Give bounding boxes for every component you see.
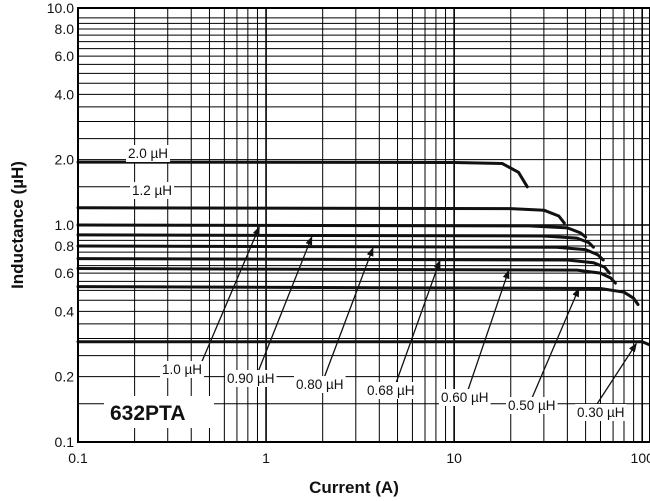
y-tick-label: 0.4 — [55, 303, 75, 319]
series-label-bg — [225, 370, 277, 387]
y-tick-label: 10.0 — [47, 0, 74, 16]
series-curve — [76, 206, 566, 225]
series-leader-arrow — [395, 259, 441, 384]
part-number-bg — [104, 396, 214, 428]
x-tick-label: 1 — [262, 450, 270, 466]
series-label-bg — [365, 382, 417, 399]
curves-group — [76, 160, 650, 347]
series-curve — [76, 160, 529, 189]
series-leader-arrow — [199, 226, 260, 367]
y-tick-label: 8.0 — [55, 21, 75, 37]
y-tick-label: 1.0 — [55, 217, 75, 233]
y-tick-label: 0.2 — [55, 369, 75, 385]
series-leader-arrow — [323, 247, 374, 379]
series-curve — [76, 340, 650, 347]
series-label-bg — [130, 182, 175, 199]
y-tick-label: 2.0 — [55, 152, 75, 168]
series-label-bg — [439, 389, 491, 406]
series-curve — [76, 267, 617, 285]
series-label-bg — [506, 397, 558, 414]
y-tick-label: 6.0 — [55, 48, 75, 64]
series-label: 2.0 µH — [128, 146, 168, 161]
series-label-bg — [160, 361, 205, 378]
x-tick-labels: 0.1 1 10 100 — [68, 450, 650, 466]
series-curve — [76, 257, 611, 275]
series-label: 0.80 µH — [296, 377, 344, 392]
series-leader-arrow — [531, 287, 580, 399]
series-curve — [76, 285, 640, 306]
series-label: 1.2 µH — [132, 183, 172, 198]
series-label: 0.60 µH — [441, 390, 489, 405]
series-curve — [76, 223, 588, 239]
series-label-bg — [575, 404, 627, 421]
y-tick-label: 0.6 — [55, 265, 75, 281]
part-number-label: 632PTA — [110, 402, 185, 425]
series-leader-arrow — [257, 236, 313, 373]
series-labels-group: 2.0 µH 1.2 µH 1.0 µH 0.90 µH 0.80 µH 0.68 µH 0… — [126, 145, 637, 421]
y-tick-label: 0.1 — [55, 434, 75, 450]
series-label-bg — [126, 145, 171, 162]
y-axis-label: Inductance (µH) — [8, 161, 27, 289]
series-label: 0.30 µH — [577, 405, 625, 420]
y-tick-label: 4.0 — [55, 86, 75, 102]
x-tick-label: 10 — [446, 450, 462, 466]
y-tick-labels: 0.1 0.2 0.4 0.6 0.8 1.0 2.0 4.0 6.0 8.0 10.0 — [47, 0, 74, 450]
series-curve — [76, 244, 605, 262]
series-label: 1.0 µH — [162, 362, 202, 377]
series-label: 0.68 µH — [367, 383, 415, 398]
x-tick-label: 0.1 — [68, 450, 88, 466]
plot-frame — [77, 7, 650, 443]
series-label: 0.90 µH — [227, 371, 275, 386]
y-tick-label: 0.8 — [55, 238, 75, 254]
x-tick-label: 100 — [631, 450, 650, 466]
x-axis-label: Current (A) — [309, 478, 399, 497]
series-label-bg — [294, 376, 346, 393]
series-curve — [76, 233, 595, 249]
series-leader-arrow — [467, 269, 510, 391]
series-leader-arrow — [596, 342, 637, 405]
series-label: 0.50 µH — [508, 398, 556, 413]
